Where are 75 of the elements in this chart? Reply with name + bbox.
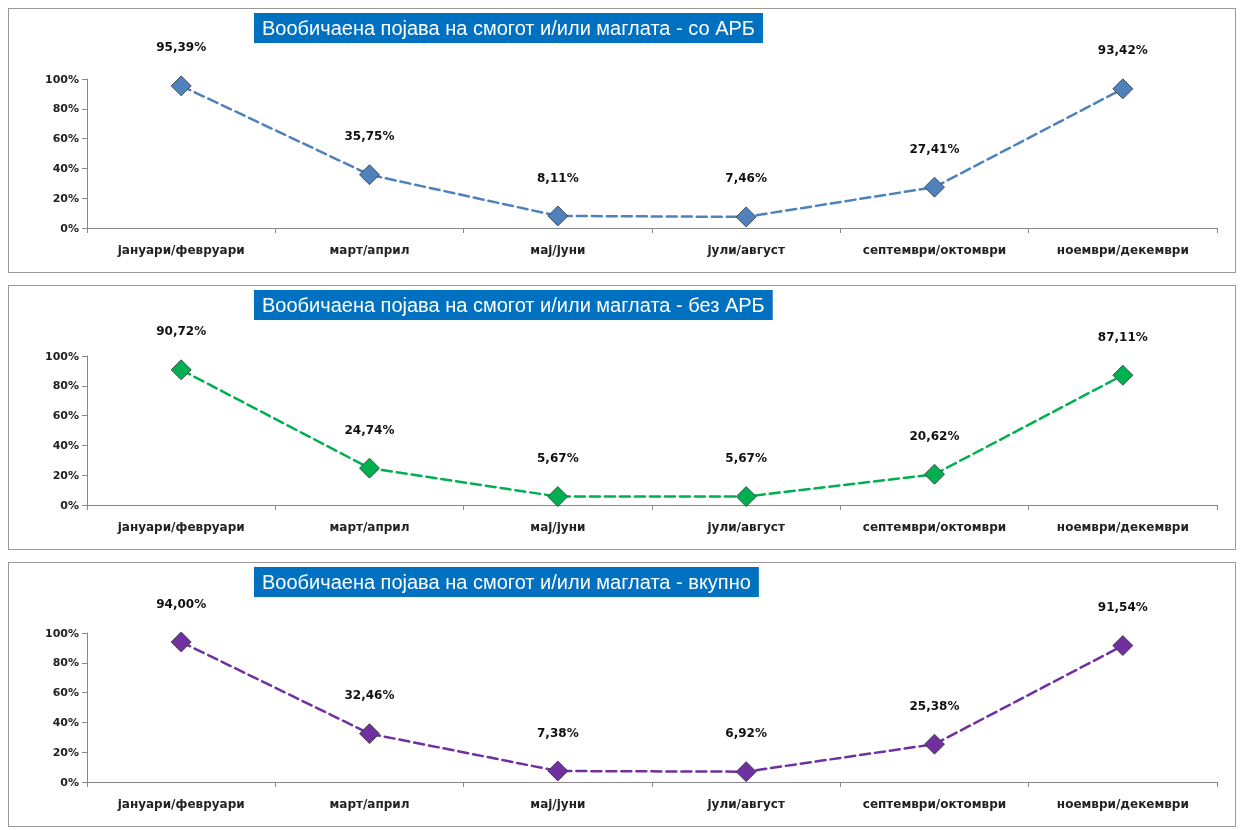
data-label: 27,41% (909, 141, 960, 156)
y-tick-label: 80% (52, 379, 79, 393)
x-tick-label: септември/октомври (862, 243, 1007, 257)
y-tick-label: 40% (52, 438, 79, 452)
point (170, 75, 192, 97)
point (547, 205, 569, 227)
x-tick-label: јануари/февруари (116, 520, 245, 534)
chart-title: Вообичаена појава на смогот и/или маглата - вкупно (262, 571, 751, 593)
point (547, 486, 569, 507)
point (735, 486, 757, 507)
data-label: 8,11% (537, 170, 579, 185)
y-tick-label: 0% (60, 775, 79, 789)
y-tick-label: 100% (45, 349, 79, 363)
data-label: 20,62% (909, 428, 960, 443)
y-tick-label: 80% (52, 102, 79, 116)
point (735, 761, 757, 783)
data-label: 35,75% (344, 129, 395, 144)
x-tick-label: март/април (329, 243, 410, 257)
x-tick-label: септември/октомври (862, 520, 1007, 534)
data-label: 5,67% (725, 451, 767, 466)
y-tick-label: 20% (52, 191, 79, 205)
x-tick-label: ноември/декември (1056, 797, 1189, 811)
data-label: 5,67% (537, 451, 579, 466)
y-tick-label: 60% (52, 132, 79, 146)
point (1112, 78, 1134, 100)
y-tick-label: 100% (45, 626, 79, 640)
y-tick-label: 20% (52, 745, 79, 759)
data-label: 90,72% (156, 324, 207, 339)
y-tick-label: 0% (60, 221, 79, 235)
x-tick-label: мај/јуни (530, 797, 586, 811)
point (170, 359, 192, 381)
point (735, 206, 757, 228)
y-tick-label: 60% (52, 686, 79, 700)
x-tick-label: мај/јуни (530, 520, 586, 534)
x-tick-label: март/април (329, 797, 410, 811)
x-tick-label: мај/јуни (530, 243, 586, 257)
y-tick-label: 40% (52, 161, 79, 175)
data-label: 94,00% (156, 596, 207, 611)
chart-title: Вообичаена појава на смогот и/или маглата - без АРБ (262, 294, 765, 316)
point (924, 176, 945, 198)
point (547, 760, 569, 782)
data-label: 7,38% (537, 725, 579, 740)
x-tick-label: јули/август (706, 243, 785, 257)
x-tick-label: ноември/декември (1056, 520, 1189, 534)
chart-title: Вообичаена појава на смогот и/или маглата - со АРБ (262, 17, 755, 39)
y-tick-label: 100% (45, 72, 79, 86)
y-tick-label: 40% (52, 715, 79, 729)
point (359, 723, 380, 745)
data-label: 93,42% (1097, 43, 1148, 58)
data-label: 7,46% (725, 171, 767, 186)
y-tick-label: 20% (52, 468, 79, 482)
y-tick-label: 0% (60, 498, 79, 512)
x-tick-label: јануари/февруари (116, 243, 245, 257)
data-label: 87,11% (1097, 329, 1148, 344)
point (1112, 635, 1134, 657)
point (924, 733, 945, 755)
data-label: 32,46% (344, 688, 395, 703)
point (359, 457, 380, 479)
x-tick-label: јули/август (706, 797, 785, 811)
y-tick-label: 80% (52, 656, 79, 670)
point (924, 463, 945, 485)
data-label: 95,39% (156, 40, 207, 55)
data-label: 24,74% (344, 422, 395, 437)
x-tick-label: септември/октомври (862, 797, 1007, 811)
data-label: 91,54% (1097, 600, 1148, 615)
data-label: 25,38% (909, 698, 960, 713)
y-tick-label: 60% (52, 409, 79, 423)
point (170, 631, 192, 653)
point (359, 164, 380, 186)
x-tick-label: март/април (329, 520, 410, 534)
data-label: 6,92% (725, 726, 767, 741)
x-tick-label: ноември/декември (1056, 243, 1189, 257)
point (1112, 364, 1134, 386)
x-tick-label: јули/август (706, 520, 785, 534)
x-tick-label: јануари/февруари (116, 797, 245, 811)
